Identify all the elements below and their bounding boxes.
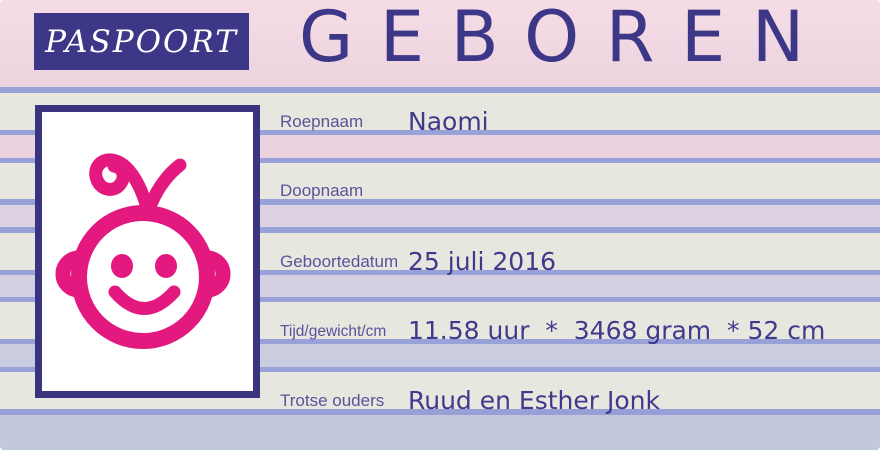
background-stripe <box>0 339 880 344</box>
background-stripe <box>0 415 880 450</box>
field-row-geboortedatum: Geboortedatum 25 juli 2016 <box>280 240 860 274</box>
field-label-doopnaam: Doopnaam <box>280 181 364 200</box>
photo-frame <box>35 105 260 398</box>
background-stripe <box>0 270 880 275</box>
field-row-tijd-gewicht-cm: Tijd/gewicht/cm 11.58 uur * 3468 gram * … <box>280 309 860 343</box>
field-row-roepnaam: Roepnaam Naomi <box>280 100 860 134</box>
paspoort-label: PASPOORT <box>45 23 238 60</box>
field-value-geboortedatum: 25 juli 2016 <box>408 247 557 276</box>
field-row-doopnaam: Doopnaam <box>280 169 860 203</box>
background-stripe <box>0 409 880 415</box>
background-stripe <box>0 227 880 233</box>
background-stripe <box>0 297 880 302</box>
field-label-geboortedatum: Geboortedatum <box>280 252 399 271</box>
field-label-tijd-gewicht-cm: Tijd/gewicht/cm <box>280 322 387 340</box>
field-value-trotse-ouders: Ruud en Esther Jonk <box>408 386 660 415</box>
field-row-trotse-ouders: Trotse ouders Ruud en Esther Jonk <box>280 379 860 413</box>
background-stripe <box>0 130 880 135</box>
background-stripe <box>0 158 880 163</box>
field-label-roepnaam: Roepnaam <box>280 112 364 131</box>
field-value-roepnaam: Naomi <box>408 107 489 136</box>
background-stripe <box>0 199 880 205</box>
field-label-trotse-ouders: Trotse ouders <box>280 391 385 410</box>
background-stripe <box>0 87 880 93</box>
field-value-tijd-gewicht-cm: 11.58 uur * 3468 gram * 52 cm <box>408 316 826 345</box>
baby-face-icon <box>55 153 231 349</box>
page-title: GEBOREN <box>299 0 831 78</box>
paspoort-box: PASPOORT <box>34 13 249 70</box>
background-stripe <box>0 367 880 372</box>
